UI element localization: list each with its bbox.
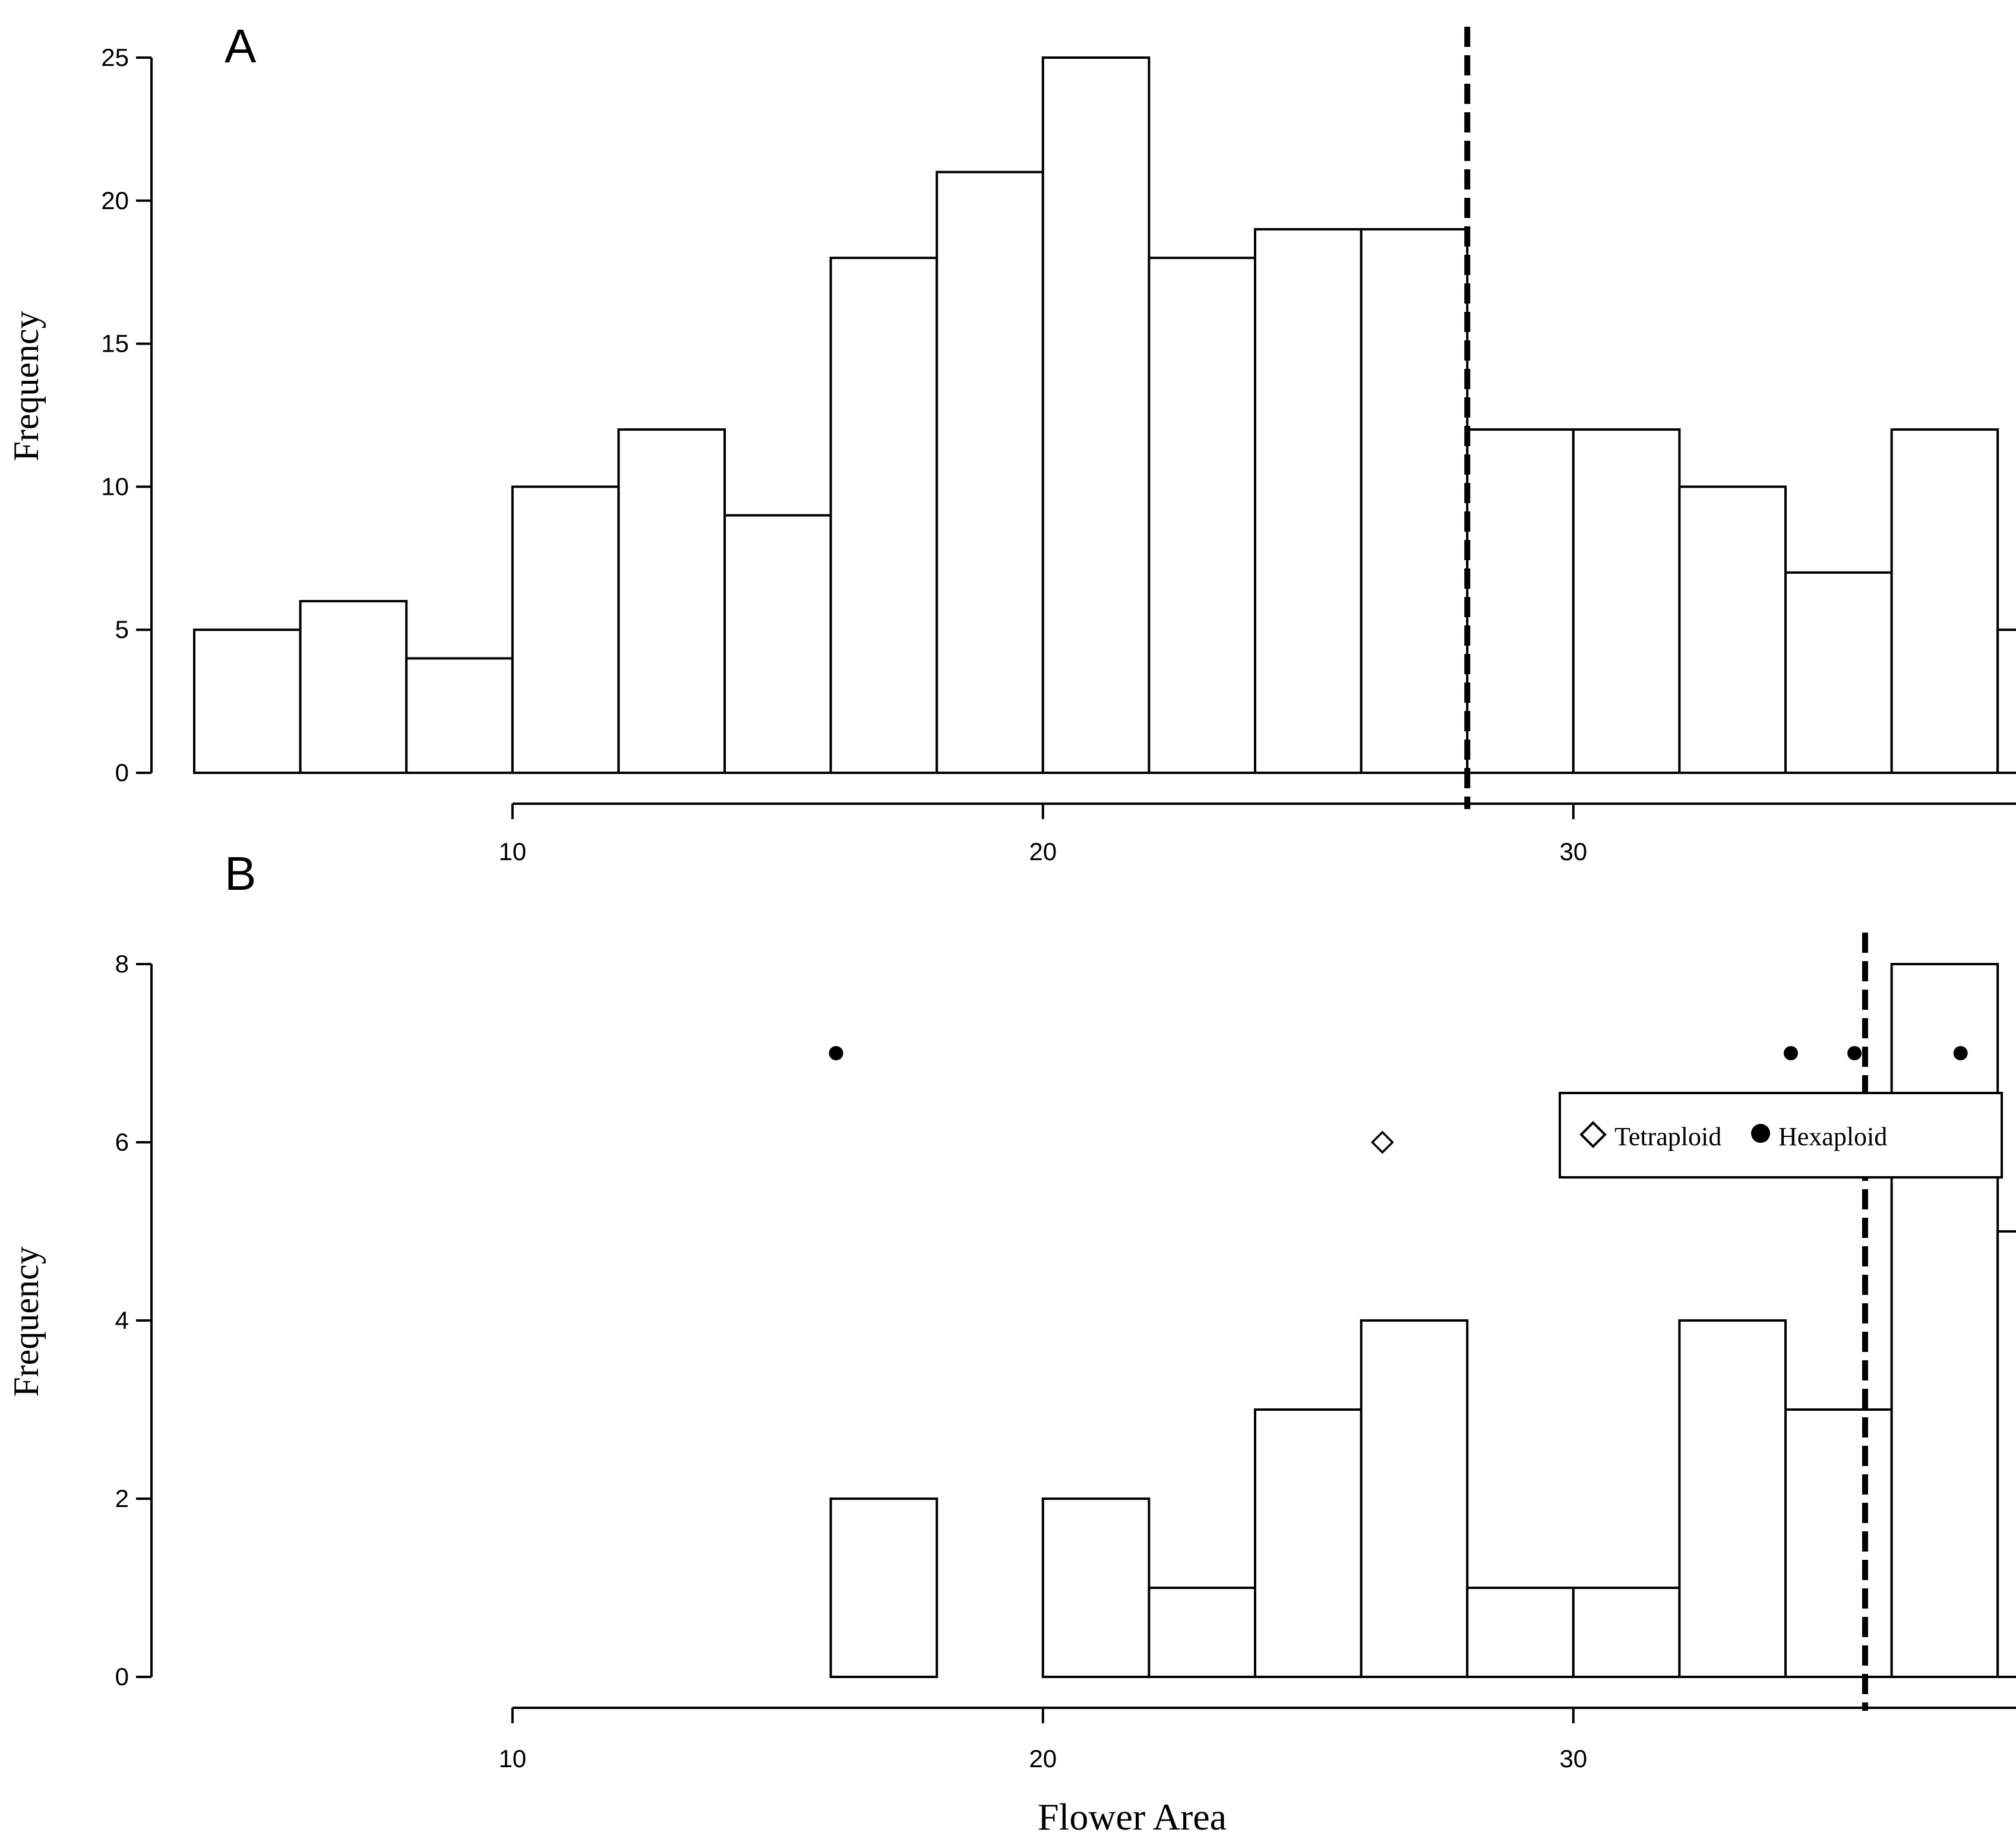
hexaploid-point-0 (829, 1046, 843, 1060)
panel-a-bar-4 (193, 628, 302, 774)
legend: Tetraploid Hexaploid (1559, 1092, 2003, 1179)
panel-a-bar-16 (829, 257, 939, 774)
panel-a: A Frequency 051015202510203040506070 (7, 20, 2016, 865)
panel-a-bar-12 (617, 428, 726, 774)
panel-a-bar-34 (1784, 571, 1893, 774)
panel-label-a: A (225, 20, 257, 72)
tetraploid-point-0 (1370, 1130, 1394, 1154)
panel-a-x-tick-label-30: 30 (1559, 838, 1587, 865)
panel-a-x-tick-label-10: 10 (498, 838, 526, 865)
legend-label-tetraploid: Tetraploid (1614, 1122, 1721, 1151)
panel-a-bar-36 (1890, 428, 1999, 774)
legend-label-hexaploid: Hexaploid (1778, 1122, 1887, 1151)
panel-b-bar-24 (1254, 1408, 1363, 1678)
panel-a-y-tick-label-20: 20 (101, 187, 129, 214)
panel-b: B Frequency Flower Area 0246810203040506… (7, 847, 2016, 1838)
panel-a-y-tick-label-0: 0 (115, 759, 129, 786)
hexaploid-legend-marker (1751, 1124, 1770, 1143)
panel-b-bars (829, 963, 2016, 1678)
panel-b-y-tick-label-4: 4 (115, 1306, 129, 1334)
panel-b-y-tick-label-8: 8 (115, 950, 129, 978)
x-axis-title: Flower Area (1038, 1796, 1227, 1838)
panel-a-y-tick-label-25: 25 (101, 43, 129, 71)
panel-b-axes: 0246810203040506070 (115, 950, 2016, 1773)
panel-a-bar-6 (299, 600, 408, 774)
panel-a-bar-20 (1041, 56, 1151, 774)
tetraploid-legend-marker (1579, 1121, 1607, 1148)
panel-a-bar-38 (1996, 628, 2016, 774)
panel-b-bar-22 (1148, 1587, 1257, 1678)
panel-b-bar-16 (829, 1498, 939, 1678)
panel-b-bar-34 (1784, 1408, 1893, 1678)
panel-a-bar-8 (405, 657, 514, 774)
panel-a-y-tick-label-10: 10 (101, 472, 129, 500)
panel-b-y-tick-label-2: 2 (115, 1484, 129, 1512)
panel-b-bar-28 (1466, 1587, 1575, 1678)
panel-a-y-tick-label-15: 15 (101, 330, 129, 358)
panel-b-y-tick-label-6: 6 (115, 1128, 129, 1156)
panel-label-b: B (225, 847, 256, 900)
panel-a-bar-14 (723, 514, 832, 774)
panel-a-x-tick-label-20: 20 (1029, 838, 1057, 865)
hexaploid-point-1 (1783, 1046, 1798, 1060)
panel-a-bar-24 (1254, 228, 1363, 774)
panel-b-y-tick-label-0: 0 (115, 1663, 129, 1691)
panel-b-y-axis-label: Frequency (7, 1246, 46, 1397)
panel-a-bar-18 (936, 170, 1044, 774)
panel-b-x-tick-label-10: 10 (498, 1745, 526, 1773)
panel-a-bar-30 (1572, 428, 1681, 774)
legend-box (1559, 1092, 2003, 1179)
panel-b-bar-36 (1890, 963, 1999, 1678)
panel-a-axes: 051015202510203040506070 (101, 43, 2016, 865)
panel-a-bar-26 (1360, 228, 1469, 774)
panel-a-bars (193, 56, 2016, 775)
panel-b-bar-32 (1678, 1319, 1787, 1678)
panel-b-bar-30 (1572, 1587, 1681, 1678)
panel-a-y-axis-label: Frequency (7, 311, 46, 461)
panel-a-bar-28 (1466, 428, 1575, 774)
panel-a-y-tick-label-5: 5 (115, 615, 129, 643)
panel-b-x-tick-label-30: 30 (1559, 1745, 1587, 1773)
panel-a-bar-32 (1678, 485, 1787, 775)
hexaploid-point-3 (1953, 1046, 1968, 1060)
panel-b-bar-20 (1041, 1498, 1151, 1678)
panel-a-bar-10 (511, 485, 620, 775)
panel-b-x-tick-label-20: 20 (1029, 1745, 1057, 1773)
hexaploid-point-2 (1847, 1046, 1862, 1060)
panel-a-bar-22 (1148, 257, 1257, 774)
panel-b-bar-38 (1996, 1230, 2016, 1678)
panel-b-bar-26 (1360, 1319, 1469, 1678)
